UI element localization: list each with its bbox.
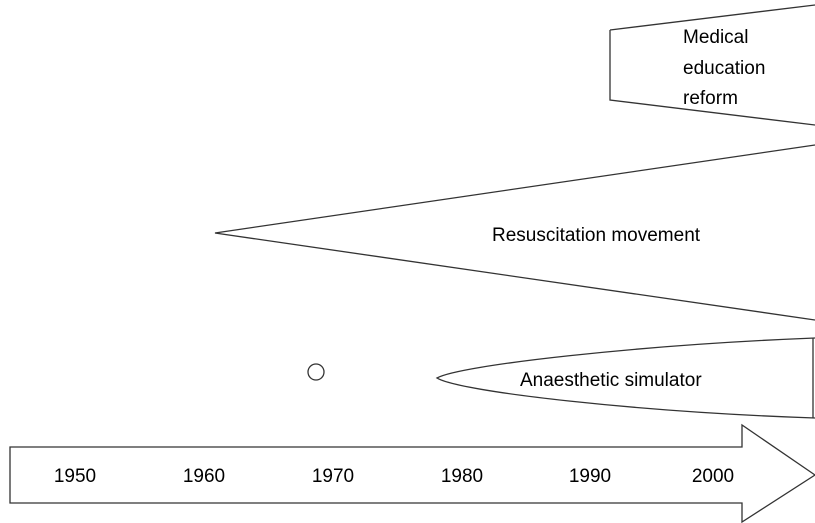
shape-label: Medical xyxy=(683,27,748,48)
anaesthetic-simulator-shape xyxy=(435,337,815,419)
shape-label: Resuscitation movement xyxy=(492,225,701,246)
year-label: 1960 xyxy=(183,466,225,487)
shape-label: Anaesthetic simulator xyxy=(520,370,702,391)
medical-education-reform-shape xyxy=(609,4,815,126)
year-label: 1980 xyxy=(441,466,483,487)
shape-label: reform xyxy=(683,88,738,109)
shape-label: education xyxy=(683,58,765,79)
year-label: 1990 xyxy=(569,466,611,487)
year-labels: 1950 1960 1970 1980 1990 2000 xyxy=(54,466,734,487)
year-label: 1970 xyxy=(312,466,354,487)
resuscitation-movement-shape xyxy=(214,144,815,321)
year-label: 2000 xyxy=(692,466,734,487)
year-label: 1950 xyxy=(54,466,96,487)
marker-circle xyxy=(307,363,325,381)
timeline-arrow xyxy=(9,423,815,523)
